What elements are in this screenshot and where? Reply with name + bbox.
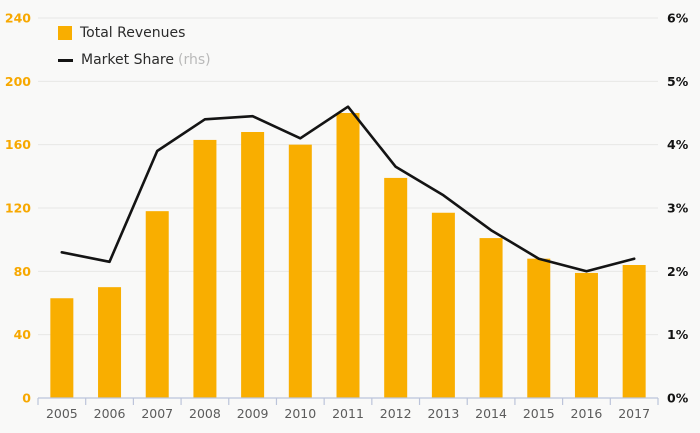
x-tick-label-2015: 2015 bbox=[523, 406, 555, 421]
bar-2016 bbox=[574, 272, 598, 398]
bar-2005 bbox=[50, 298, 74, 398]
bar-series-swatch-icon bbox=[58, 26, 72, 40]
x-tick-label-2011: 2011 bbox=[332, 406, 364, 421]
x-tick-label-2013: 2013 bbox=[427, 406, 459, 421]
x-tick-label-2017: 2017 bbox=[618, 406, 650, 421]
market-share-line bbox=[60, 105, 636, 273]
x-tick-label-2008: 2008 bbox=[189, 406, 221, 421]
right-axis-label-0pct: 0% bbox=[667, 391, 689, 406]
legend-label-total-revenues: Total Revenues bbox=[80, 25, 186, 41]
x-tick-label-2006: 2006 bbox=[94, 406, 126, 421]
x-tick-label-2009: 2009 bbox=[237, 406, 269, 421]
left-axis-label-40: 40 bbox=[14, 327, 32, 342]
legend-label-market-share: Market Share (rhs) bbox=[81, 52, 211, 68]
left-axis-label-200: 200 bbox=[5, 74, 31, 89]
x-tick-label-2014: 2014 bbox=[475, 406, 507, 421]
left-axis-label-240: 240 bbox=[5, 11, 31, 26]
left-axis-label-80: 80 bbox=[14, 264, 32, 279]
bar-2008 bbox=[193, 139, 217, 398]
right-axis-label-3pct: 3% bbox=[667, 201, 689, 216]
right-axis-label-4pct: 4% bbox=[667, 137, 689, 152]
right-axis-label-6pct: 6% bbox=[667, 11, 689, 26]
x-tick-label-2010: 2010 bbox=[284, 406, 316, 421]
left-axis-label-120: 120 bbox=[5, 201, 31, 216]
right-axis-label-2pct: 2% bbox=[667, 264, 689, 279]
right-axis-label-1pct: 1% bbox=[667, 327, 689, 342]
right-axis-label-5pct: 5% bbox=[667, 74, 689, 89]
legend-rhs-note: (rhs) bbox=[177, 52, 211, 68]
bar-2014 bbox=[479, 238, 503, 398]
line-series-swatch-icon bbox=[58, 58, 73, 62]
bar-2011 bbox=[336, 113, 360, 398]
left-axis-label-160: 160 bbox=[5, 137, 31, 152]
bar-2015 bbox=[527, 258, 551, 398]
x-tick-label-2007: 2007 bbox=[141, 406, 173, 421]
chart-legend: Total Revenues Market Share (rhs) bbox=[58, 24, 211, 69]
bar-2006 bbox=[98, 287, 122, 398]
x-tick-label-2005: 2005 bbox=[46, 406, 78, 421]
x-tick-label-2012: 2012 bbox=[380, 406, 412, 421]
legend-item-market-share: Market Share (rhs) bbox=[58, 51, 211, 69]
bar-2010 bbox=[288, 144, 312, 398]
x-tick-label-2016: 2016 bbox=[571, 406, 603, 421]
legend-item-total-revenues: Total Revenues bbox=[58, 24, 211, 42]
bar-2012 bbox=[384, 177, 408, 398]
bar-2017 bbox=[622, 265, 646, 398]
left-axis-label-0: 0 bbox=[22, 391, 31, 406]
bar-2013 bbox=[431, 212, 455, 398]
bar-2007 bbox=[145, 211, 169, 398]
bar-2009 bbox=[241, 132, 265, 398]
